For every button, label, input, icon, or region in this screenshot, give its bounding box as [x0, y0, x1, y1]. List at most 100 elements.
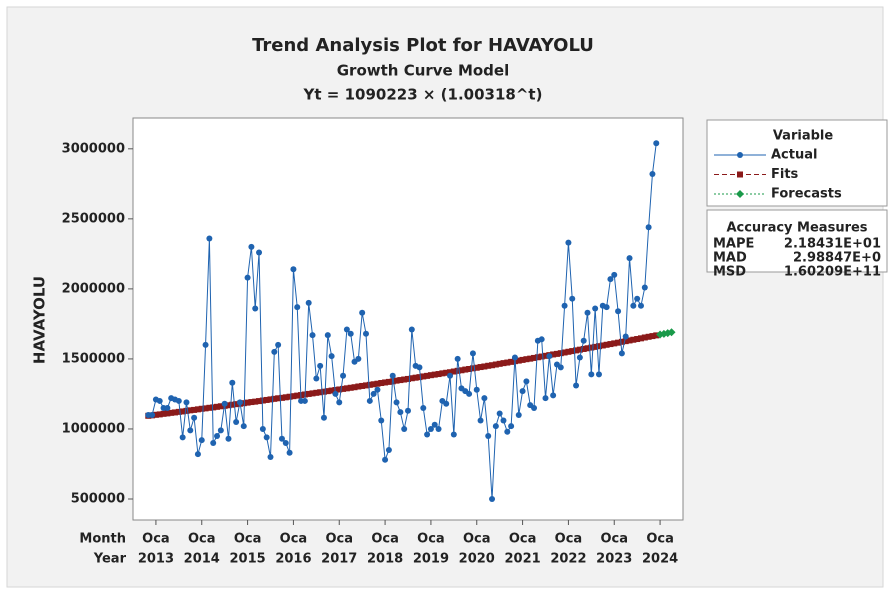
point — [362, 330, 369, 337]
point — [557, 364, 564, 371]
point — [595, 343, 602, 350]
point — [588, 371, 595, 378]
point — [519, 388, 526, 395]
point — [359, 309, 366, 316]
point — [263, 434, 270, 441]
point — [271, 395, 278, 402]
point — [183, 407, 190, 414]
point — [546, 353, 553, 360]
point — [244, 399, 251, 406]
point — [282, 394, 289, 401]
point — [355, 355, 362, 362]
point — [217, 427, 224, 434]
point — [447, 369, 454, 376]
point — [309, 332, 316, 339]
point — [553, 350, 560, 357]
point — [500, 360, 507, 367]
point — [565, 239, 572, 246]
point — [313, 389, 320, 396]
point — [634, 336, 641, 343]
point — [160, 410, 167, 417]
point — [378, 417, 385, 424]
point — [412, 374, 419, 381]
point — [454, 367, 461, 374]
point — [347, 384, 354, 391]
point — [355, 383, 362, 390]
point — [290, 266, 297, 273]
y-tick-label: 3000000 — [62, 141, 125, 156]
point — [569, 348, 576, 355]
point — [210, 439, 217, 446]
point — [393, 399, 400, 406]
point — [641, 284, 648, 291]
legend-label: Forecasts — [771, 187, 842, 202]
point — [164, 404, 171, 411]
point — [183, 399, 190, 406]
point — [618, 338, 625, 345]
point — [252, 305, 259, 312]
point — [611, 271, 618, 278]
point — [508, 423, 515, 430]
accuracy-name: MAD — [713, 251, 747, 266]
x-tick-year: 2022 — [550, 552, 586, 567]
point — [427, 425, 434, 432]
point — [496, 360, 503, 367]
point — [347, 330, 354, 337]
x-tick-label: Oca — [600, 532, 628, 547]
point — [653, 332, 660, 339]
point — [263, 396, 270, 403]
y-tick-label: 1500000 — [62, 351, 125, 366]
point — [523, 378, 530, 385]
point — [248, 399, 255, 406]
point — [359, 382, 366, 389]
y-tick-label: 500000 — [71, 491, 125, 506]
accuracy-value: 2.18431E+01 — [784, 237, 881, 252]
point — [187, 427, 194, 434]
point — [607, 276, 614, 283]
point — [175, 397, 182, 404]
point — [439, 370, 446, 377]
point — [267, 396, 274, 403]
point — [416, 364, 423, 371]
x-row-label: Year — [93, 552, 127, 567]
point — [389, 372, 396, 379]
legend-label: Actual — [771, 148, 817, 163]
x-tick-year: 2021 — [504, 552, 540, 567]
point — [351, 384, 358, 391]
legend-title: Variable — [773, 129, 834, 144]
point — [214, 432, 221, 439]
point — [611, 340, 618, 347]
x-tick-label: Oca — [463, 532, 491, 547]
equation: Yt = 1090223 × (1.00318^t) — [303, 86, 543, 104]
point — [737, 171, 743, 178]
point — [515, 357, 522, 364]
point — [401, 376, 408, 383]
point — [240, 423, 247, 430]
point — [385, 378, 392, 385]
accuracy-name: MAPE — [713, 237, 754, 252]
point — [504, 428, 511, 435]
point — [328, 353, 335, 360]
point — [431, 421, 438, 428]
x-tick-year: 2015 — [229, 552, 265, 567]
point — [282, 439, 289, 446]
point — [175, 408, 182, 415]
point — [366, 381, 373, 388]
point — [508, 358, 515, 365]
point — [595, 371, 602, 378]
point — [343, 385, 350, 392]
point — [191, 406, 198, 413]
point — [736, 190, 744, 198]
x-tick-year: 2013 — [138, 552, 174, 567]
point — [294, 392, 301, 399]
point — [252, 398, 259, 405]
point — [382, 379, 389, 386]
point — [466, 390, 473, 397]
point — [538, 336, 545, 343]
point — [458, 367, 465, 374]
point — [565, 348, 572, 355]
point — [630, 302, 637, 309]
point — [569, 295, 576, 302]
point — [496, 410, 503, 417]
legend-label: Fits — [771, 167, 799, 182]
